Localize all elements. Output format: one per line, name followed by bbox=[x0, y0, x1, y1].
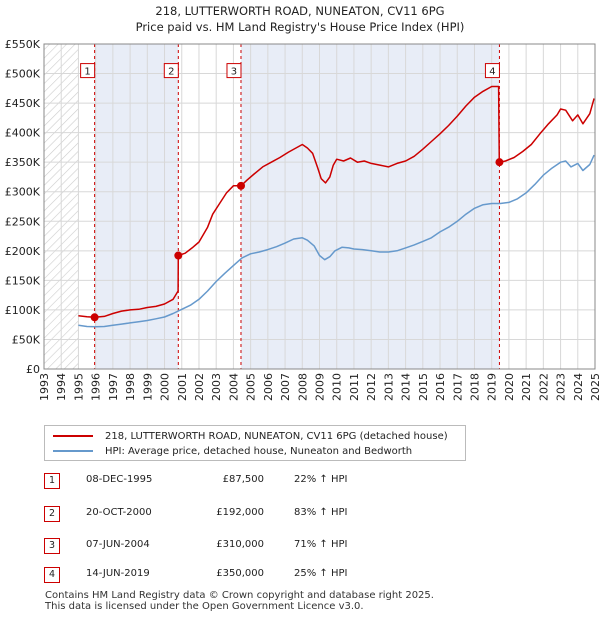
x-tick-label: 2007 bbox=[279, 373, 292, 401]
x-tick-label: 1994 bbox=[55, 373, 68, 401]
x-tick-label: 1999 bbox=[141, 373, 154, 401]
sale-number-badge: 4 bbox=[44, 567, 60, 583]
price-chart: 218, LUTTERWORTH ROAD, NUNEATON, CV11 6P… bbox=[5, 4, 600, 401]
footer-licence: This data is licensed under the Open Gov… bbox=[45, 601, 364, 612]
x-tick-label: 1996 bbox=[90, 373, 103, 401]
x-tick-label: 2010 bbox=[331, 373, 344, 401]
x-tick-label: 2019 bbox=[486, 373, 499, 401]
legend-item-property: 218, LUTTERWORTH ROAD, NUNEATON, CV11 6P… bbox=[53, 429, 448, 443]
y-tick-label: £450K bbox=[5, 97, 41, 110]
sale-date: 08-DEC-1995 bbox=[86, 474, 153, 485]
property-price-line bbox=[78, 85, 595, 319]
sale-label-number: 3 bbox=[231, 67, 237, 78]
x-tick-label: 1995 bbox=[72, 373, 85, 401]
chart-title: 218, LUTTERWORTH ROAD, NUNEATON, CV11 6P… bbox=[155, 4, 444, 18]
x-tick-label: 2025 bbox=[589, 373, 600, 401]
sale-date: 14-JUN-2019 bbox=[86, 568, 150, 579]
x-tick-label: 2013 bbox=[382, 373, 395, 401]
x-tick-label: 2003 bbox=[210, 373, 223, 401]
sale-price: £350,000 bbox=[216, 568, 264, 579]
x-tick-label: 2016 bbox=[434, 373, 447, 401]
x-tick-label: 2021 bbox=[520, 373, 533, 401]
y-tick-label: £550K bbox=[5, 38, 41, 51]
legend-label-property: 218, LUTTERWORTH ROAD, NUNEATON, CV11 6P… bbox=[105, 430, 448, 442]
ownership-shaded-band bbox=[240, 44, 500, 369]
sale-label-box bbox=[80, 63, 96, 79]
x-tick-label: 2001 bbox=[176, 373, 189, 401]
sale-price: £192,000 bbox=[216, 507, 264, 518]
chart-legend: 218, LUTTERWORTH ROAD, NUNEATON, CV11 6P… bbox=[44, 425, 466, 461]
y-tick-label: £100K bbox=[5, 304, 41, 317]
sale-number-badge: 1 bbox=[44, 473, 60, 489]
x-tick-label: 2017 bbox=[451, 373, 464, 401]
x-tick-label: 2008 bbox=[296, 373, 309, 401]
sale-row: 1 08-DEC-1995 £87,500 22% ↑ HPI bbox=[44, 473, 404, 491]
sale-hpi-change: 25% ↑ HPI bbox=[294, 568, 348, 579]
y-tick-label: £250K bbox=[5, 215, 41, 228]
legend-item-hpi: HPI: Average price, detached house, Nune… bbox=[53, 444, 412, 458]
sale-date: 20-OCT-2000 bbox=[86, 507, 152, 518]
footer-attribution: Contains HM Land Registry data © Crown c… bbox=[45, 590, 434, 612]
x-tick-label: 2000 bbox=[159, 373, 172, 401]
sale-label-box bbox=[226, 63, 242, 79]
x-tick-label: 2024 bbox=[572, 373, 585, 401]
sale-hpi-change: 71% ↑ HPI bbox=[294, 539, 348, 550]
sale-label-box bbox=[484, 63, 500, 79]
sale-row: 2 20-OCT-2000 £192,000 83% ↑ HPI bbox=[44, 506, 404, 524]
x-tick-label: 2020 bbox=[503, 373, 516, 401]
ownership-shaded-band bbox=[94, 44, 179, 369]
x-tick-label: 2023 bbox=[555, 373, 568, 401]
hpi-line bbox=[78, 154, 595, 328]
sale-date: 07-JUN-2004 bbox=[86, 539, 150, 550]
legend-label-hpi: HPI: Average price, detached house, Nune… bbox=[105, 445, 413, 457]
legend-swatch-hpi bbox=[53, 450, 93, 452]
x-tick-label: 2009 bbox=[314, 373, 327, 401]
legend-swatch-property bbox=[53, 435, 93, 437]
x-tick-label: 2011 bbox=[348, 373, 361, 401]
y-tick-label: £350K bbox=[5, 156, 41, 169]
sale-hpi-change: 22% ↑ HPI bbox=[294, 474, 348, 485]
x-tick-label: 2015 bbox=[417, 373, 430, 401]
y-tick-label: £50K bbox=[12, 333, 41, 346]
x-tick-label: 2005 bbox=[245, 373, 258, 401]
y-tick-label: £150K bbox=[5, 274, 41, 287]
plot-frame bbox=[43, 43, 596, 370]
sale-point bbox=[90, 313, 99, 322]
x-tick-label: 2012 bbox=[365, 373, 378, 401]
x-tick-label: 1998 bbox=[124, 373, 137, 401]
x-tick-label: 1993 bbox=[38, 373, 51, 401]
sale-label-box bbox=[163, 63, 179, 79]
sale-label-number: 4 bbox=[489, 67, 495, 78]
sale-hpi-change: 83% ↑ HPI bbox=[294, 507, 348, 518]
sale-number-badge: 2 bbox=[44, 506, 60, 522]
x-tick-label: 1997 bbox=[107, 373, 120, 401]
x-tick-label: 2014 bbox=[400, 373, 413, 401]
sale-point bbox=[495, 158, 504, 167]
chart-subtitle: Price paid vs. HM Land Registry's House … bbox=[136, 20, 465, 34]
sale-label-number: 1 bbox=[84, 67, 90, 78]
x-tick-label: 2018 bbox=[468, 373, 481, 401]
sale-number-badge: 3 bbox=[44, 538, 60, 554]
y-tick-label: £0 bbox=[26, 363, 40, 376]
x-tick-label: 2022 bbox=[537, 373, 550, 401]
y-tick-label: £500K bbox=[5, 68, 41, 81]
sale-row: 4 14-JUN-2019 £350,000 25% ↑ HPI bbox=[44, 567, 404, 585]
sale-price: £87,500 bbox=[222, 474, 264, 485]
x-tick-label: 2006 bbox=[262, 373, 275, 401]
sale-label-number: 2 bbox=[168, 67, 174, 78]
x-tick-label: 2004 bbox=[227, 373, 240, 401]
sale-point bbox=[174, 251, 183, 260]
sale-point bbox=[236, 181, 245, 190]
footer-copyright: Contains HM Land Registry data © Crown c… bbox=[45, 590, 434, 601]
y-tick-label: £200K bbox=[5, 245, 41, 258]
x-tick-label: 2002 bbox=[193, 373, 206, 401]
sale-price: £310,000 bbox=[216, 539, 264, 550]
y-tick-label: £400K bbox=[5, 127, 41, 140]
sale-row: 3 07-JUN-2004 £310,000 71% ↑ HPI bbox=[44, 538, 404, 556]
y-tick-label: £300K bbox=[5, 186, 41, 199]
